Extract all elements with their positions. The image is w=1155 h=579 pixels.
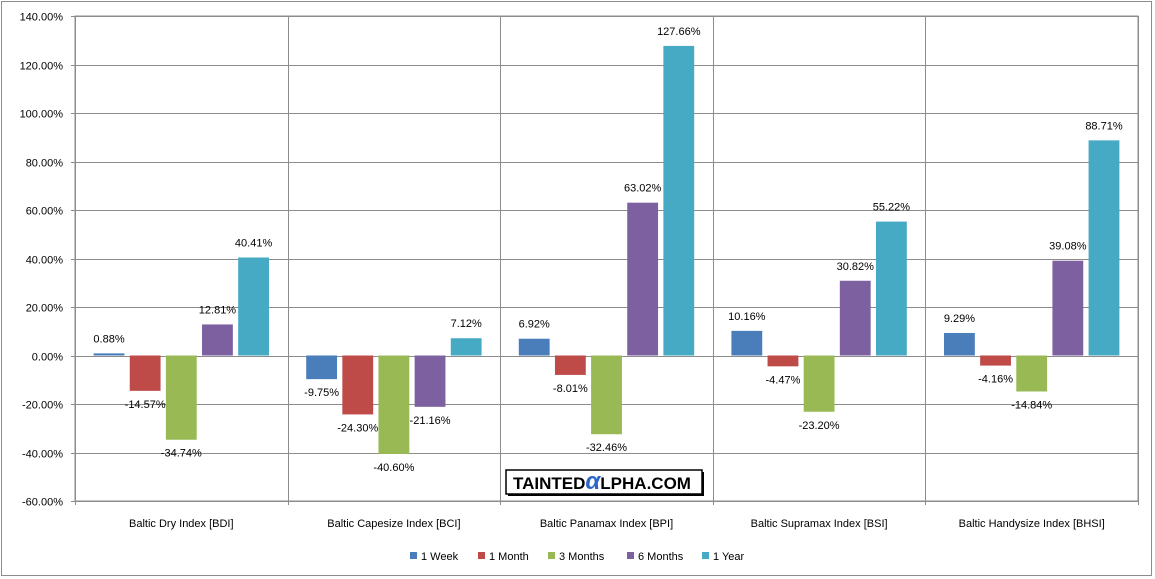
data-label: 9.29% — [944, 313, 975, 325]
data-label: -14.57% — [125, 399, 166, 411]
legend-label: 3 Months — [559, 551, 605, 563]
bar — [378, 355, 410, 454]
x-category-label: Baltic Panamax Index [BPI] — [540, 518, 673, 530]
bar — [306, 355, 338, 380]
bar — [663, 45, 695, 356]
legend-label: 1 Week — [421, 551, 459, 563]
data-label: -34.74% — [161, 448, 202, 460]
x-category-label: Baltic Capesize Index [BCI] — [327, 518, 460, 530]
legend-label: 6 Months — [638, 551, 684, 563]
data-label: 55.22% — [873, 202, 911, 214]
legend-item: 3 Months — [548, 551, 605, 563]
data-label: -9.75% — [304, 387, 339, 399]
legend-item: 1 Year — [702, 551, 745, 563]
data-label: 63.02% — [624, 183, 662, 195]
legend-swatch — [702, 552, 709, 559]
y-tick-label: 0.00% — [32, 352, 63, 364]
data-label: 39.08% — [1049, 241, 1087, 253]
data-label: -24.30% — [337, 422, 378, 434]
data-label: 30.82% — [837, 261, 875, 273]
bar — [165, 355, 197, 440]
data-label: -4.16% — [978, 374, 1013, 386]
data-label: -40.60% — [373, 462, 414, 474]
bar — [839, 280, 871, 356]
watermark-text: TAINTEDαLPHA.COM — [513, 468, 691, 495]
legend-item: 1 Month — [478, 551, 529, 563]
data-label: -21.16% — [410, 415, 451, 427]
bar — [1052, 260, 1084, 356]
bar — [93, 353, 125, 356]
y-tick-label: 40.00% — [26, 255, 64, 267]
data-label: 40.41% — [235, 238, 273, 250]
bar — [1088, 140, 1120, 356]
x-category-label: Baltic Supramax Index [BSI] — [751, 518, 888, 530]
y-tick-label: 80.00% — [26, 158, 64, 170]
y-tick-label: 100.00% — [20, 109, 64, 121]
bar — [803, 355, 835, 412]
gridlines — [71, 15, 1139, 505]
axes: -60.00% -40.00% -20.00% 0.00% 20.00% 40.00% 60… — [20, 12, 1138, 530]
legend: 1 Week 1 Month 3 Months 6 Months 1 Year — [410, 551, 745, 563]
data-label: -14.84% — [1011, 399, 1052, 411]
bar — [767, 355, 799, 367]
data-label: -8.01% — [553, 383, 588, 395]
legend-label: 1 Month — [489, 551, 529, 563]
legend-item: 6 Months — [627, 551, 684, 563]
data-label: 10.16% — [728, 311, 766, 323]
y-tick-label: -40.00% — [22, 449, 63, 461]
x-category-label: Baltic Handysize Index [BHSI] — [959, 518, 1105, 530]
watermark-alpha: α — [585, 468, 601, 495]
legend-swatch — [478, 552, 485, 559]
watermark-logo: TAINTEDαLPHA.COM — [505, 468, 704, 496]
bar — [554, 355, 586, 375]
bar — [342, 355, 374, 415]
bar — [627, 202, 659, 356]
watermark-part-1: TAINTED — [513, 474, 585, 493]
bar — [731, 330, 763, 356]
bar — [202, 324, 233, 356]
watermark-box — [505, 469, 703, 495]
y-tick-label: 60.00% — [26, 206, 64, 218]
y-tick-label: -60.00% — [22, 497, 63, 509]
data-label: -32.46% — [586, 442, 627, 454]
bar — [1016, 355, 1048, 392]
data-label: 0.88% — [93, 333, 124, 345]
legend-item: 1 Week — [410, 551, 459, 563]
bar — [591, 355, 622, 435]
bars — [93, 45, 1120, 454]
bar — [238, 257, 269, 356]
bar — [944, 332, 975, 356]
legend-label: 1 Year — [713, 551, 745, 563]
data-label: 127.66% — [657, 26, 701, 38]
legend-swatch — [548, 552, 555, 559]
y-tick-label: 20.00% — [26, 303, 64, 315]
y-tick-label: 140.00% — [20, 12, 64, 24]
y-tick-label: 120.00% — [20, 61, 64, 73]
x-category-label: Baltic Dry Index [BDI] — [129, 518, 234, 530]
bar — [518, 338, 550, 356]
legend-swatch — [627, 552, 634, 559]
data-label: 7.12% — [451, 318, 482, 330]
data-label: -4.47% — [766, 374, 801, 386]
bar — [129, 355, 161, 391]
data-labels: 0.88% -9.75% 6.92% 10.16% 9.29% -14.57% -24.30… — [93, 26, 1122, 474]
data-label: 6.92% — [519, 319, 550, 331]
bar — [875, 221, 907, 356]
bar — [414, 355, 446, 407]
data-label: 88.71% — [1085, 120, 1123, 132]
bar — [980, 355, 1011, 366]
y-tick-label: -20.00% — [22, 400, 63, 412]
bar — [450, 338, 482, 356]
watermark-part-3: LPHA.COM — [600, 474, 691, 493]
data-label: -23.20% — [799, 420, 840, 432]
legend-swatch — [410, 552, 417, 559]
data-label: 12.81% — [199, 304, 237, 316]
